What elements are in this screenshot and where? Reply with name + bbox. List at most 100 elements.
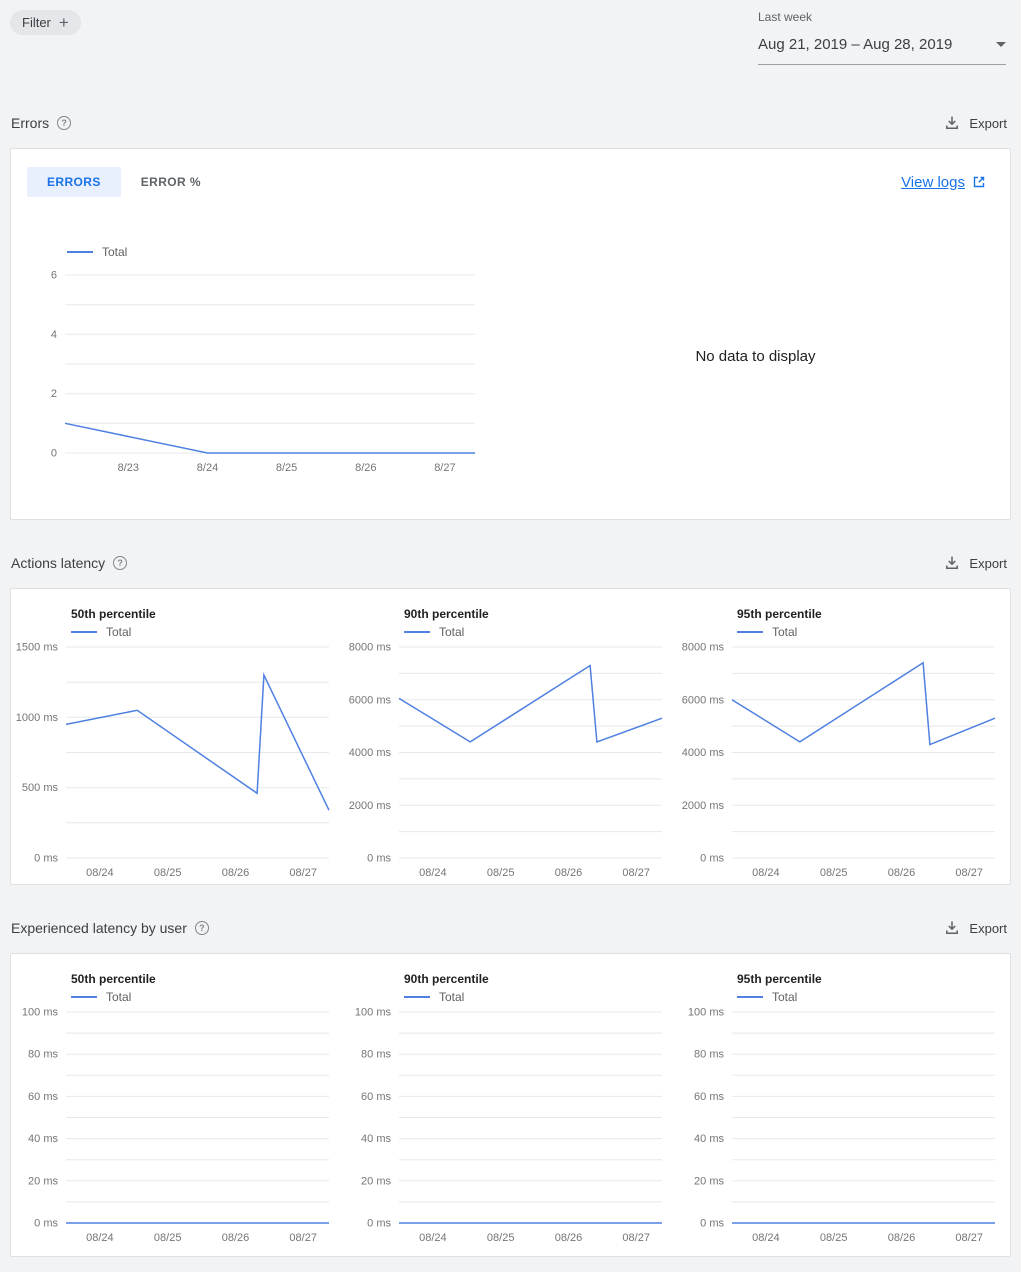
user-latency-90th-chart: 0 ms 20 ms 40 ms 60 ms 80 ms 100 ms 08/24 08/25… bbox=[355, 1007, 662, 1244]
svg-text:60 ms: 60 ms bbox=[28, 1091, 58, 1103]
export-label: Export bbox=[969, 555, 1007, 571]
svg-text:4000 ms: 4000 ms bbox=[682, 747, 725, 759]
chart-block-50th: 50th percentile Total 0 ms 500 ms 1000 ms 1… bbox=[11, 607, 344, 884]
svg-text:2: 2 bbox=[51, 388, 57, 400]
experienced-latency-card: 50th percentile Total 0 ms 20 ms 40 ms 60 m… bbox=[10, 953, 1011, 1257]
svg-text:08/27: 08/27 bbox=[622, 867, 650, 879]
errors-card: ERRORS ERROR % View logs Total 0 2 4 6 8/23 8… bbox=[10, 148, 1011, 520]
svg-text:1000 ms: 1000 ms bbox=[16, 712, 59, 724]
svg-text:08/25: 08/25 bbox=[154, 1232, 182, 1244]
plus-icon: + bbox=[58, 12, 69, 32]
svg-text:08/24: 08/24 bbox=[86, 1232, 114, 1244]
errors-section-title: Errors bbox=[11, 115, 50, 131]
svg-text:08/25: 08/25 bbox=[820, 867, 848, 879]
svg-text:40 ms: 40 ms bbox=[28, 1133, 58, 1145]
legend-line-swatch bbox=[71, 996, 97, 998]
svg-text:08/26: 08/26 bbox=[888, 1232, 916, 1244]
help-icon[interactable]: ? bbox=[113, 556, 128, 570]
tab-error-percent[interactable]: ERROR % bbox=[140, 175, 201, 189]
user-latency-50th-chart: 0 ms 20 ms 40 ms 60 ms 80 ms 100 ms 08/24 08/25… bbox=[22, 1007, 329, 1244]
legend-label: Total bbox=[102, 245, 128, 259]
svg-text:60 ms: 60 ms bbox=[694, 1091, 724, 1103]
svg-text:0 ms: 0 ms bbox=[367, 853, 391, 865]
legend-label: Total bbox=[106, 625, 132, 639]
date-range-preset-label: Last week bbox=[758, 10, 813, 24]
tab-errors[interactable]: ERRORS bbox=[27, 167, 121, 197]
filter-label: Filter bbox=[22, 15, 51, 30]
svg-text:8/25: 8/25 bbox=[276, 462, 297, 474]
svg-text:4000 ms: 4000 ms bbox=[349, 747, 392, 759]
svg-text:60 ms: 60 ms bbox=[361, 1091, 391, 1103]
svg-text:80 ms: 80 ms bbox=[28, 1049, 58, 1061]
date-range-value: Aug 21, 2019 – Aug 28, 2019 bbox=[758, 36, 953, 53]
svg-text:08/25: 08/25 bbox=[154, 867, 182, 879]
chart-title: 50th percentile bbox=[71, 972, 156, 986]
svg-text:80 ms: 80 ms bbox=[361, 1049, 391, 1061]
svg-text:100 ms: 100 ms bbox=[355, 1007, 392, 1019]
download-icon bbox=[946, 556, 959, 569]
help-icon[interactable]: ? bbox=[194, 921, 209, 935]
legend-line-swatch bbox=[737, 996, 763, 998]
chart-legend: Total bbox=[737, 990, 1010, 1004]
errors-tabs: ERRORS ERROR % bbox=[27, 167, 221, 197]
svg-text:08/24: 08/24 bbox=[419, 867, 447, 879]
experienced-latency-section-header: Experienced latency by user ? Export bbox=[11, 917, 1007, 939]
chart-title: 90th percentile bbox=[404, 607, 489, 621]
svg-text:08/25: 08/25 bbox=[820, 1232, 848, 1244]
user-latency-95th-chart: 0 ms 20 ms 40 ms 60 ms 80 ms 100 ms 08/24 08/25… bbox=[688, 1007, 995, 1244]
filter-button[interactable]: Filter + bbox=[10, 10, 81, 35]
experienced-latency-export-button[interactable]: Export bbox=[944, 920, 1007, 936]
chart-legend: Total bbox=[404, 990, 677, 1004]
actions-latency-section-header: Actions latency ? Export bbox=[11, 552, 1007, 574]
chevron-down-icon bbox=[996, 42, 1006, 47]
actions-latency-export-button[interactable]: Export bbox=[944, 555, 1007, 571]
bottom-spacer bbox=[0, 1257, 1021, 1270]
no-data-message: No data to display bbox=[695, 348, 816, 365]
svg-text:08/26: 08/26 bbox=[555, 867, 583, 879]
legend-line-swatch bbox=[404, 996, 430, 998]
download-icon bbox=[946, 921, 959, 934]
chart-title: 90th percentile bbox=[404, 972, 489, 986]
svg-text:80 ms: 80 ms bbox=[694, 1049, 724, 1061]
chart-title: 95th percentile bbox=[737, 972, 822, 986]
chart-block-95th: 95th percentile Total 0 ms 20 ms 40 ms 60 m… bbox=[677, 972, 1010, 1256]
actions-latency-95th-chart: 0 ms 2000 ms 4000 ms 6000 ms 8000 ms 08/24 08/… bbox=[682, 642, 996, 879]
legend-label: Total bbox=[772, 990, 798, 1004]
export-label: Export bbox=[969, 920, 1007, 936]
actions-latency-90th-chart: 0 ms 2000 ms 4000 ms 6000 ms 8000 ms 08/24 08/… bbox=[349, 642, 663, 879]
errors-export-button[interactable]: Export bbox=[944, 115, 1007, 131]
svg-text:4: 4 bbox=[51, 329, 57, 341]
svg-text:1500 ms: 1500 ms bbox=[16, 642, 59, 654]
svg-text:08/27: 08/27 bbox=[622, 1232, 650, 1244]
svg-text:100 ms: 100 ms bbox=[22, 1007, 59, 1019]
svg-text:20 ms: 20 ms bbox=[28, 1175, 58, 1187]
svg-text:08/27: 08/27 bbox=[955, 1232, 983, 1244]
chart-legend: Total bbox=[71, 990, 344, 1004]
date-range-picker[interactable]: Last week Aug 21, 2019 – Aug 28, 2019 bbox=[758, 10, 1006, 65]
svg-text:08/27: 08/27 bbox=[289, 1232, 317, 1244]
legend-line-swatch bbox=[71, 631, 97, 633]
chart-block-50th: 50th percentile Total 0 ms 20 ms 40 ms 60 m… bbox=[11, 972, 344, 1256]
chart-title: 50th percentile bbox=[71, 607, 156, 621]
chart-block-95th: 95th percentile Total 0 ms 2000 ms 4000 ms… bbox=[677, 607, 1010, 884]
svg-text:08/26: 08/26 bbox=[555, 1232, 583, 1244]
toolbar: Filter + Last week Aug 21, 2019 – Aug 28… bbox=[0, 0, 1021, 66]
legend-label: Total bbox=[106, 990, 132, 1004]
view-logs-link[interactable]: View logs bbox=[901, 174, 986, 191]
help-icon[interactable]: ? bbox=[57, 116, 72, 130]
svg-text:2000 ms: 2000 ms bbox=[682, 800, 725, 812]
chart-block-90th: 90th percentile Total 0 ms 20 ms 40 ms 60 m… bbox=[344, 972, 677, 1256]
errors-section-header: Errors ? Export bbox=[11, 112, 1007, 134]
svg-text:8/27: 8/27 bbox=[434, 462, 455, 474]
svg-text:20 ms: 20 ms bbox=[694, 1175, 724, 1187]
legend-label: Total bbox=[439, 625, 465, 639]
svg-text:0 ms: 0 ms bbox=[700, 1218, 724, 1230]
errors-line-chart: 0 2 4 6 8/23 8/24 8/25 8/26 8/27 bbox=[51, 270, 475, 474]
svg-text:6000 ms: 6000 ms bbox=[682, 694, 725, 706]
chart-block-90th: 90th percentile Total 0 ms 2000 ms 4000 ms… bbox=[344, 607, 677, 884]
svg-text:08/27: 08/27 bbox=[955, 867, 983, 879]
svg-text:08/24: 08/24 bbox=[752, 1232, 780, 1244]
svg-text:8/23: 8/23 bbox=[118, 462, 139, 474]
svg-text:8000 ms: 8000 ms bbox=[349, 642, 392, 654]
